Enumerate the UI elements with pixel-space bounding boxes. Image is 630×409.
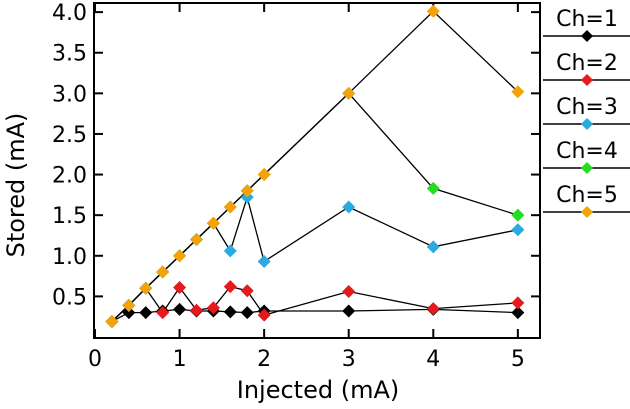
data-point-ch2 [426, 302, 440, 316]
y-axis-ticks: 0.5 1.0 1.5 2.0 2.5 3.0 3.5 4.0 [52, 1, 540, 310]
data-point-ch3 [511, 223, 525, 237]
series-markers [105, 4, 525, 329]
x-tick-label: 3 [342, 347, 356, 372]
data-point-ch1 [223, 305, 237, 319]
series-line-ch4 [111, 92, 519, 323]
data-point-ch2 [206, 301, 220, 315]
x-axis-label: Injected (mA) [237, 376, 399, 404]
data-point-ch5 [156, 265, 170, 279]
data-point-ch2 [511, 296, 525, 310]
x-tick-label: 5 [511, 347, 525, 372]
data-point-ch1 [122, 306, 136, 320]
data-point-ch3 [342, 200, 356, 214]
data-point-ch2 [223, 280, 237, 294]
data-point-ch2 [342, 285, 356, 299]
data-point-ch3 [223, 244, 237, 258]
y-tick-label: 2.0 [52, 164, 87, 189]
series-lines [111, 10, 519, 323]
data-point-ch2 [257, 308, 271, 322]
data-point-ch1 [173, 302, 187, 316]
data-point-ch5 [342, 86, 356, 100]
legend-label-ch5: Ch=5 [556, 183, 618, 208]
data-point-ch5 [139, 281, 153, 295]
legend-marker-ch3 [581, 118, 593, 130]
legend-label-ch1: Ch=1 [556, 7, 618, 32]
y-tick-label: 3.0 [52, 82, 87, 107]
data-point-ch4 [426, 181, 440, 195]
data-point-ch5 [223, 200, 237, 214]
series-line-ch2 [111, 285, 518, 323]
data-point-ch5 [240, 184, 254, 198]
data-point-ch5 [173, 249, 187, 263]
series-line-ch3 [111, 194, 519, 323]
plot-frame [93, 2, 541, 339]
legend-label-ch4: Ch=4 [556, 139, 618, 164]
y-tick-label: 1.0 [52, 245, 87, 270]
data-point-ch1 [342, 304, 356, 318]
data-point-ch3 [257, 254, 271, 268]
data-point-ch5 [122, 298, 136, 312]
legend-label-ch2: Ch=2 [556, 51, 618, 76]
x-tick-label: 4 [426, 347, 440, 372]
data-point-ch5 [105, 315, 119, 329]
legend-marker-ch2 [581, 74, 593, 86]
data-point-ch5 [257, 168, 271, 182]
data-point-ch2 [173, 280, 187, 294]
x-axis-ticks: 0 1 2 3 4 5 [88, 3, 525, 372]
data-point-ch1 [139, 306, 153, 320]
series-layer [105, 4, 525, 329]
data-point-ch1 [511, 306, 525, 320]
data-point-ch3 [426, 240, 440, 254]
x-tick-label: 1 [173, 347, 187, 372]
data-point-ch2 [189, 303, 203, 317]
y-tick-label: 3.5 [52, 42, 87, 67]
data-point-ch4 [511, 208, 525, 222]
legend-marker-ch4 [581, 162, 593, 174]
data-point-ch5 [206, 216, 220, 230]
legend-marker-ch5 [581, 206, 593, 218]
x-tick-label: 0 [88, 347, 102, 372]
series-line-ch1 [111, 308, 518, 323]
data-point-ch5 [426, 4, 440, 18]
data-point-ch1 [240, 306, 254, 320]
y-tick-label: 2.5 [52, 123, 87, 148]
y-tick-label: 4.0 [52, 1, 87, 26]
legend: Ch=1 Ch=2 Ch=3 Ch=4 Ch=5 [543, 7, 630, 218]
y-tick-label: 1.5 [52, 204, 87, 229]
y-axis-label: Stored (mA) [2, 113, 30, 258]
data-point-ch2 [240, 284, 254, 298]
x-tick-label: 2 [257, 347, 271, 372]
legend-marker-ch1 [581, 30, 593, 42]
y-tick-label: 0.5 [52, 285, 87, 310]
legend-label-ch3: Ch=3 [556, 95, 618, 120]
data-point-ch5 [189, 233, 203, 247]
data-point-ch2 [156, 306, 170, 320]
data-point-ch5 [511, 85, 525, 99]
series-line-ch5 [111, 10, 519, 323]
